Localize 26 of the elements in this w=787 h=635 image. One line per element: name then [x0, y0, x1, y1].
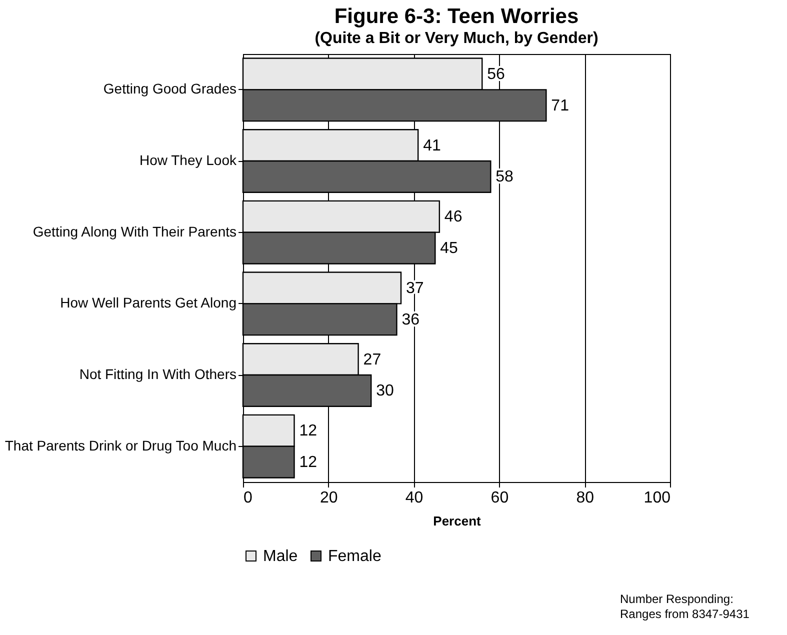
data-label: 46 [444, 208, 462, 226]
x-tick-label: 40 [405, 490, 424, 506]
data-label: 71 [551, 97, 570, 114]
x-tick-label: 80 [576, 490, 594, 506]
chart-title: Figure 6-3: Teen Worries [334, 5, 579, 28]
data-label: 41 [423, 137, 441, 154]
legend-label: Female [328, 548, 382, 565]
chart-subtitle: (Quite a Bit or Very Much, by Gender) [314, 30, 598, 47]
x-tick-label: 100 [644, 490, 671, 506]
data-label: 27 [363, 351, 382, 368]
x-tick-label: 60 [490, 490, 509, 506]
y-tick-label: How Well Parents Get Along [60, 294, 236, 311]
y-tick-label: Getting Along With Their Parents [32, 223, 236, 240]
text: Number Responding: Ranges from 8347-9431 [620, 592, 750, 622]
data-label: 12 [299, 422, 318, 440]
data-label: 30 [376, 382, 394, 400]
x-tick-label: 0 [244, 490, 252, 506]
y-tick-label: Getting Good Grades [103, 80, 236, 97]
x-axis-title: Percent [433, 514, 482, 528]
legend-label: Male [263, 548, 298, 565]
y-tick-label: How They Look [139, 152, 238, 168]
y-tick-label: Not Fitting In With Others [79, 366, 236, 382]
data-label: 12 [299, 454, 318, 472]
x-tick-label: 20 [320, 490, 338, 506]
y-tick-label: That Parents Drink or Drug Too Much [4, 437, 236, 454]
data-label: 45 [440, 240, 458, 258]
